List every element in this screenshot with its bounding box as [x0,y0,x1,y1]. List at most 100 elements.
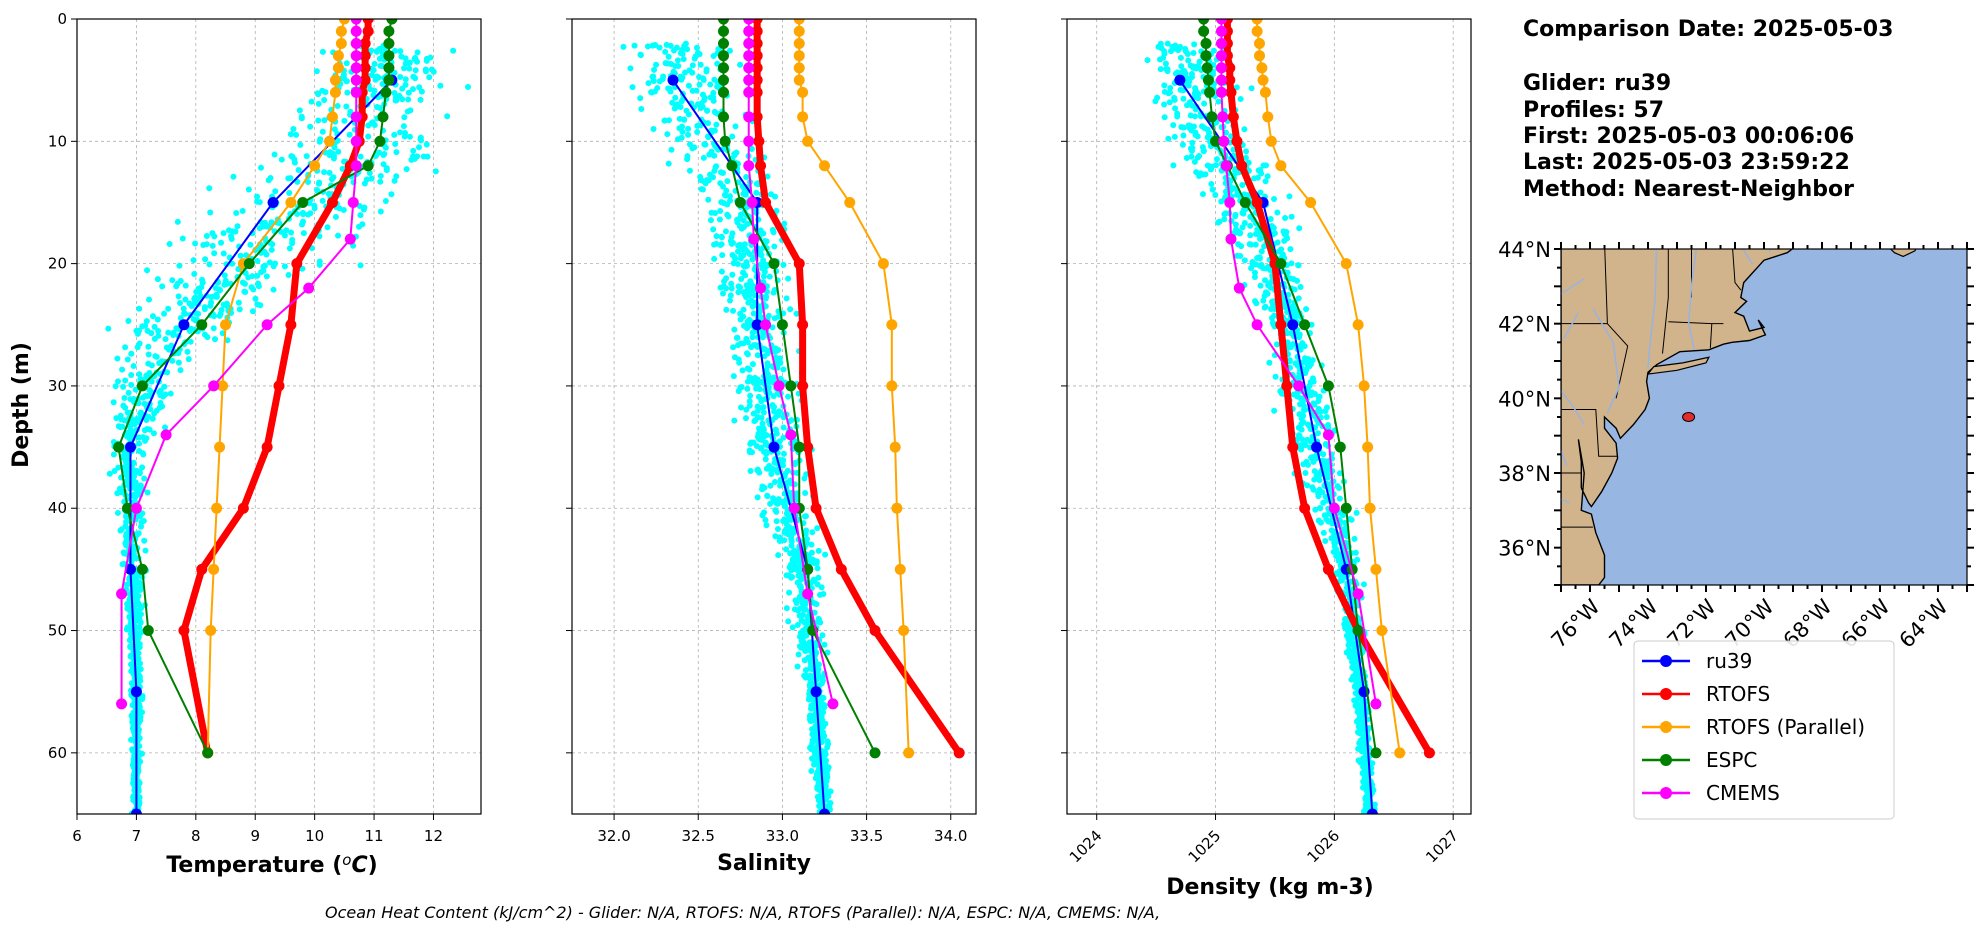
glider-point [1288,260,1295,267]
series-marker [768,441,780,453]
glider-point [139,510,146,517]
glider-point [254,193,261,200]
glider-point [149,313,156,320]
series-marker [196,319,208,331]
glider-point [770,229,777,236]
glider-point [649,42,656,49]
glider-point [327,149,334,156]
glider-point [656,78,663,85]
glider-point [721,278,728,285]
glider-point [1260,297,1267,304]
series-marker [810,502,822,514]
glider-point [656,44,663,51]
glider-point [1191,41,1198,48]
glider-point [136,624,143,631]
glider-point [167,390,174,397]
glider-point [357,212,364,219]
glider-point [343,103,350,110]
glider-point [315,117,322,124]
glider-point [740,190,747,197]
glider-point [1299,340,1306,347]
glider-point [169,277,176,284]
series-marker [116,588,128,600]
glider-point [418,137,425,144]
glider-point [371,60,378,67]
legend-item: RTOFS (Parallel) [1642,715,1865,739]
temperature-panel: 6 7 8 9 10 11 12 0 10 20 30 40 50 60 [48,10,482,845]
glider-point [123,581,130,588]
glider-point [802,513,809,520]
glider-point [742,272,749,279]
glider-point [1336,470,1343,477]
series-marker [793,50,805,62]
glider-point [180,305,187,312]
glider-point [662,48,669,55]
series-marker [1305,196,1317,208]
glider-point [1161,82,1168,89]
series-marker [329,86,341,98]
series-marker [755,282,767,294]
legend-marker [1660,688,1672,700]
glider-point [130,363,137,370]
glider-point [1177,54,1184,61]
glider-point [173,325,180,332]
glider-point [694,122,701,129]
glider-point [749,361,756,368]
glider-point [703,68,710,75]
river [1563,312,1580,339]
glider-point [1144,57,1151,64]
glider-point [697,105,704,112]
glider-point [735,289,742,296]
glider-point [285,175,292,182]
map-lat-label: 44°N [1498,238,1551,262]
glider-point [1302,470,1309,477]
glider-point [759,334,766,341]
glider-point [771,478,778,485]
glider-point [648,89,655,96]
glider-point [1239,181,1246,188]
series-marker [1215,50,1227,62]
glider-point [119,423,126,430]
glider-point [792,461,799,468]
river [1561,450,1568,466]
glider-point [685,125,692,132]
glider-point [134,483,141,490]
glider-point [824,793,831,800]
glider-point [366,169,373,176]
glider-point [372,76,379,83]
series-marker [1370,698,1382,710]
series-marker [802,441,814,453]
series-marker [793,441,805,453]
glider-point [1278,246,1285,253]
legend-label: ESPC [1706,748,1757,772]
glider-point [403,166,410,173]
series-marker [1253,37,1265,49]
glider-point [689,62,696,69]
glider-point [268,246,275,253]
series-marker [1200,37,1212,49]
glider-point [255,280,262,287]
glider-point [220,301,227,308]
series-marker [797,380,809,392]
glider-point [1296,411,1303,418]
glider-point [638,106,645,113]
glider-point [767,482,774,489]
glider-point [637,95,644,102]
glider-point [1255,255,1262,262]
series-marker [743,25,755,37]
glider-point [241,288,248,295]
glider-point [406,133,413,140]
glider-point [1183,155,1190,162]
glider-point [1252,241,1259,248]
glider-point [1174,69,1181,76]
glider-point [154,276,161,283]
series-marker [1287,319,1299,331]
glider-point [811,560,818,567]
glider-point [190,257,197,264]
glider-point [169,357,176,364]
glider-point [1171,94,1178,101]
glider-point [296,107,303,114]
glider-point [746,449,753,456]
legend-item: ru39 [1642,649,1752,673]
series-marker [1251,19,1263,25]
